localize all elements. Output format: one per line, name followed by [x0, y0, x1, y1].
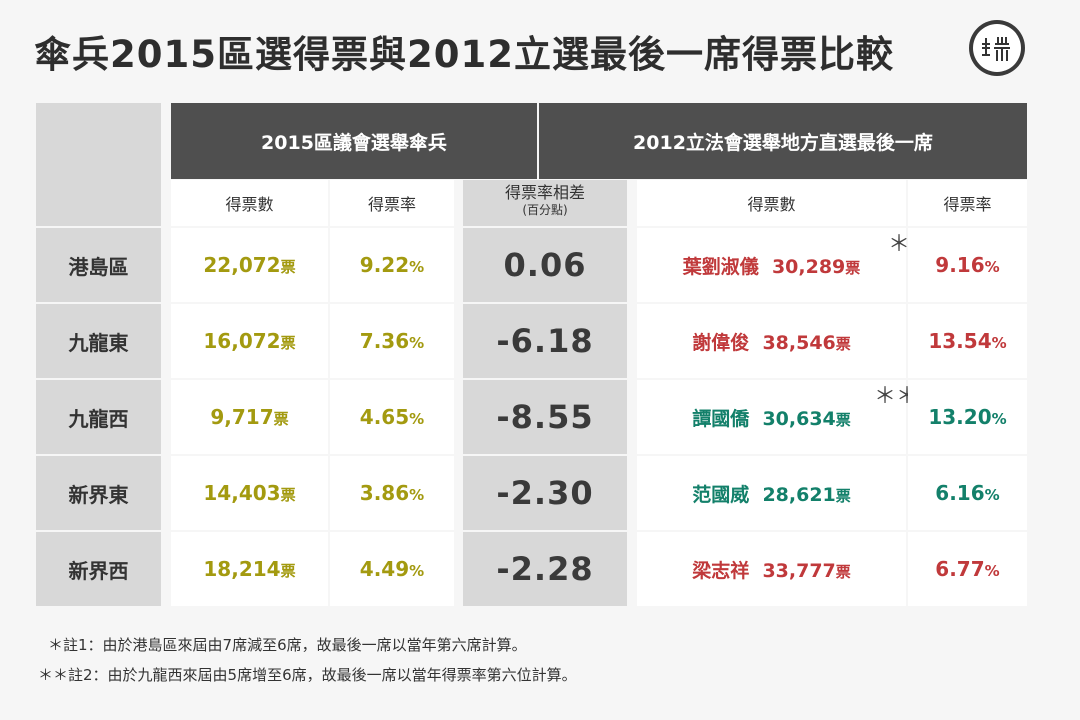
rate-diff: -6.18 — [496, 322, 594, 360]
footnote-mark: ＊ — [887, 232, 910, 257]
last-seat-candidate: 謝偉俊 38,546票 — [692, 331, 851, 354]
votes-2015: 16,072票 — [203, 329, 296, 353]
rate-2015: 4.65% — [359, 405, 425, 429]
row-votes-2015-cell: 18,214票 — [171, 532, 328, 606]
header-2015-label: 2015區議會選舉傘兵 — [261, 131, 447, 154]
row-district-cell: 港島區 — [36, 228, 161, 302]
row-rate-2015-cell: 7.36% — [330, 304, 454, 378]
subheader-rate-2015: 得票率 — [330, 180, 454, 226]
subheader-votes-2012-label: 得票數 — [747, 195, 796, 214]
header-2015-group: 2015區議會選舉傘兵 — [171, 103, 537, 179]
subheader-rate-2012: 得票率 — [908, 180, 1027, 226]
footnote-1: ＊註1：由於港島區來屆由7席減至6席，故最後一席以當年第六席計算。 — [48, 636, 527, 654]
comparison-table: 2015區議會選舉傘兵 2012立法會選舉地方直選最後一席 得票數 得票率 得票… — [36, 103, 1027, 609]
row-votes-2015-cell: 22,072票 — [171, 228, 328, 302]
votes-2015: 22,072票 — [203, 253, 296, 277]
rate-2015: 4.49% — [359, 557, 425, 581]
rate-2015: 3.86% — [359, 481, 425, 505]
row-votes-2015-cell: 9,717票 — [171, 380, 328, 454]
footnote-2: ＊＊註2：由於九龍西來屆由5席增至6席，故最後一席以當年得票率第六位計算。 — [38, 666, 577, 684]
subheader-diff-label: 得票率相差 — [504, 183, 585, 202]
row-district-cell: 新界東 — [36, 456, 161, 530]
subheader-votes-2012: 得票數 — [637, 180, 906, 226]
rate-diff: -2.28 — [496, 550, 594, 588]
row-district-cell: 九龍西 — [36, 380, 161, 454]
header-2012-label: 2012立法會選舉地方直選最後一席 — [633, 131, 933, 154]
row-candidate-cell: 譚國僑 30,634票 ＊＊ — [637, 380, 918, 454]
votes-2015: 18,214票 — [203, 557, 296, 581]
row-rate-2012-cell: 13.20% — [908, 380, 1027, 454]
last-seat-candidate: 葉劉淑儀 30,289票 — [682, 255, 861, 278]
row-rate-2012-cell: 6.16% — [908, 456, 1027, 530]
row-rate-2015-cell: 4.65% — [330, 380, 454, 454]
row-candidate-cell: 葉劉淑儀 30,289票 ＊ — [637, 228, 910, 302]
rate-2012: 6.77% — [935, 557, 1000, 581]
row-candidate-cell: 謝偉俊 38,546票 — [637, 304, 906, 378]
row-district-cell: 新界西 — [36, 532, 161, 606]
last-seat-candidate: 梁志祥 33,777票 — [692, 559, 851, 582]
rate-2012: 13.20% — [928, 405, 1007, 429]
row-diff-cell: -2.28 — [463, 532, 627, 606]
district-name: 九龍西 — [68, 406, 129, 431]
row-diff-cell: 0.06 — [463, 228, 627, 302]
rate-2012: 6.16% — [935, 481, 1000, 505]
subheader-rate-2015-label: 得票率 — [367, 195, 416, 214]
row-diff-cell: -8.55 — [463, 380, 627, 454]
row-votes-2015-cell: 16,072票 — [171, 304, 328, 378]
rate-2012: 13.54% — [928, 329, 1007, 353]
row-rate-2012-cell: 13.54% — [908, 304, 1027, 378]
votes-2015: 14,403票 — [203, 481, 296, 505]
subheader-votes-2015: 得票數 — [171, 180, 328, 226]
last-seat-candidate: 譚國僑 30,634票 — [692, 407, 851, 430]
brand-logo — [969, 20, 1025, 76]
district-name: 港島區 — [68, 254, 129, 279]
row-rate-2012-cell: 6.77% — [908, 532, 1027, 606]
logo-glyph-icon — [982, 37, 1010, 61]
rate-2015: 9.22% — [359, 253, 425, 277]
row-rate-2015-cell: 4.49% — [330, 532, 454, 606]
header-2012-group: 2012立法會選舉地方直選最後一席 — [539, 103, 1027, 179]
rate-diff: 0.06 — [503, 246, 587, 284]
row-candidate-cell: 范國威 28,621票 — [637, 456, 906, 530]
votes-2015: 9,717票 — [210, 405, 289, 429]
subheader-diff: 得票率相差 (百分點) — [463, 180, 627, 226]
row-diff-cell: -2.30 — [463, 456, 627, 530]
rate-diff: -8.55 — [496, 398, 594, 436]
row-rate-2012-cell: 9.16% — [908, 228, 1027, 302]
row-district-cell: 九龍東 — [36, 304, 161, 378]
subheader-rate-2012-label: 得票率 — [943, 195, 992, 214]
row-rate-2015-cell: 3.86% — [330, 456, 454, 530]
last-seat-candidate: 范國威 28,621票 — [692, 483, 851, 506]
rate-diff: -2.30 — [496, 474, 594, 512]
row-diff-cell: -6.18 — [463, 304, 627, 378]
subheader-diff-unit: (百分點) — [522, 203, 568, 217]
subheader-votes-2015-label: 得票數 — [225, 195, 274, 214]
district-name: 新界西 — [68, 558, 129, 583]
rate-2012: 9.16% — [935, 253, 1000, 277]
district-name: 九龍東 — [68, 330, 129, 355]
rate-2015: 7.36% — [359, 329, 425, 353]
row-rate-2015-cell: 9.22% — [330, 228, 454, 302]
corner-cell — [36, 103, 161, 226]
district-name: 新界東 — [68, 482, 129, 507]
row-votes-2015-cell: 14,403票 — [171, 456, 328, 530]
page-title: 傘兵2015區選得票與2012立選最後一席得票比較 — [34, 33, 894, 76]
row-candidate-cell: 梁志祥 33,777票 — [637, 532, 906, 606]
